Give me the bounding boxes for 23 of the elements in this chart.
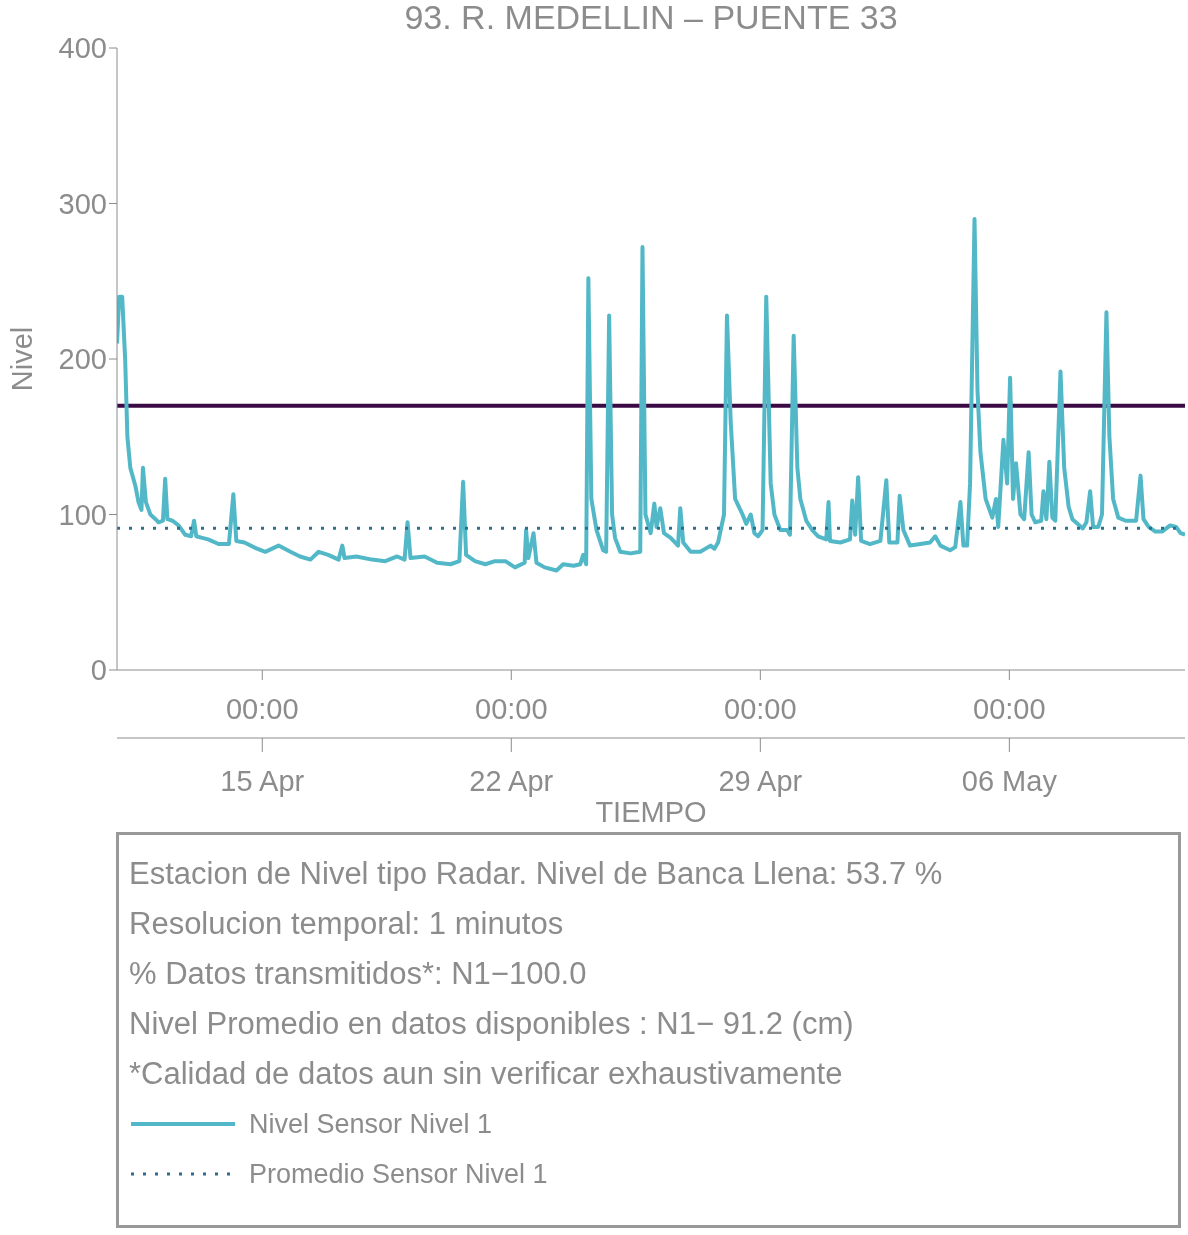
x2-tick-label: 06 May xyxy=(961,764,1058,797)
legend-label: Nivel Sensor Nivel 1 xyxy=(249,1108,493,1140)
x-tick-label: 00:00 xyxy=(973,692,1046,725)
x-axis-title: TIEMPO xyxy=(595,796,707,828)
y-axis-title: Nivel xyxy=(6,326,39,392)
y-tick-label: 100 xyxy=(58,498,107,531)
x-tick-label: 00:00 xyxy=(475,692,548,725)
legend-label: Promedio Sensor Nivel 1 xyxy=(249,1158,548,1190)
text: *Calidad de datos aun sin verificar exhaustivamente xyxy=(129,1055,844,1093)
y-tick-label: 0 xyxy=(90,654,107,687)
y-tick-label: 200 xyxy=(58,343,107,376)
text: Estacion de Nivel tipo Radar. Nivel de Banca Llena: 53.7 % xyxy=(129,855,944,893)
text: Nivel Promedio en datos disponibles : N1− 91.2 (cm) xyxy=(129,1005,855,1043)
text: Resolucion temporal: 1 minutos xyxy=(129,905,565,943)
x2-tick-label: 29 Apr xyxy=(718,764,803,797)
y-tick-label: 300 xyxy=(58,187,107,220)
x2-tick-label: 15 Apr xyxy=(220,764,305,797)
x2-tick-label: 22 Apr xyxy=(469,764,554,797)
y-tick-label: 400 xyxy=(58,32,107,65)
text: % Datos transmitidos*: N1−100.0 xyxy=(129,955,588,993)
x-tick-label: 00:00 xyxy=(724,692,797,725)
x-tick-label: 00:00 xyxy=(225,692,299,725)
chart-title: 93. R. MEDELLIN – PUENTE 33 xyxy=(403,0,899,37)
